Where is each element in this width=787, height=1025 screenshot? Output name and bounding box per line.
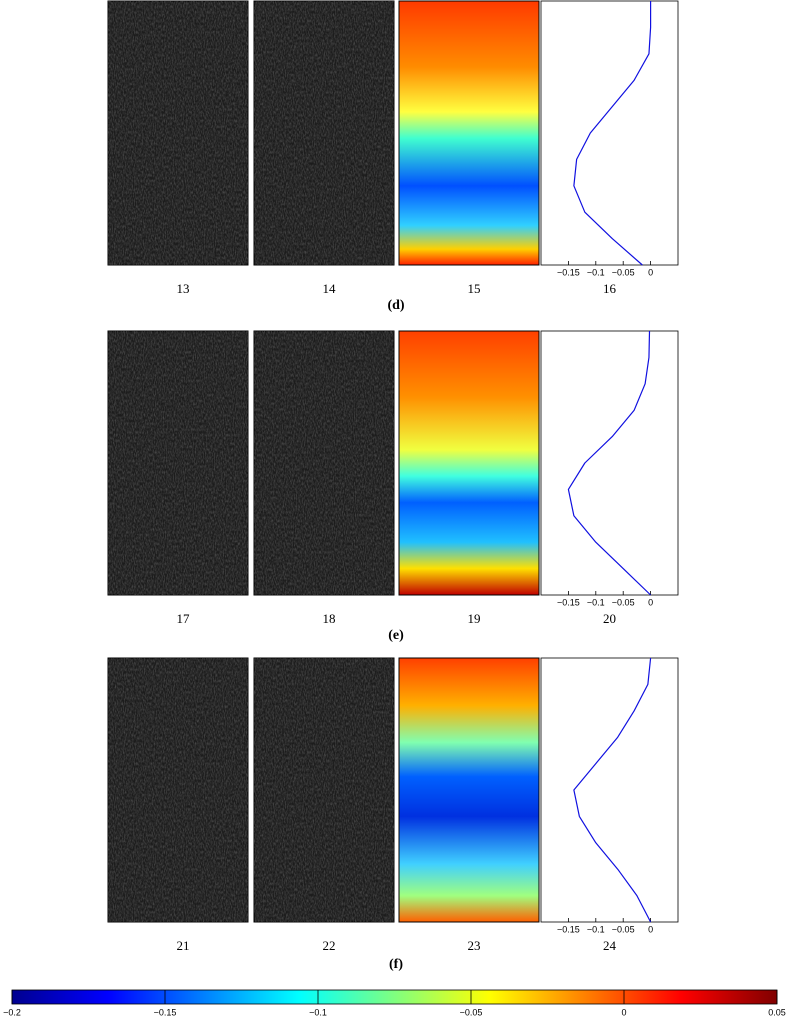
heatmap — [398, 0, 540, 266]
profile-axes — [540, 657, 679, 923]
panel-number: 19 — [468, 611, 481, 626]
row-label: (e) — [388, 628, 404, 643]
x-tick-label: −0.15 — [557, 267, 580, 277]
profile-line — [573, 1, 652, 266]
profile-line — [567, 330, 652, 596]
row-label: (d) — [387, 298, 404, 313]
panel-number: 18 — [323, 611, 336, 626]
panel-number: 22 — [323, 938, 336, 953]
panel-number: 13 — [177, 281, 190, 296]
x-tick-label: −0.15 — [557, 597, 580, 607]
colorbar-tick-label: −0.05 — [460, 1007, 483, 1017]
row-label: (f) — [389, 957, 403, 972]
panel-number: 14 — [323, 281, 337, 296]
micrograph-texture — [108, 658, 248, 922]
micrograph-texture — [254, 1, 394, 265]
x-tick-label: −0.05 — [612, 924, 635, 934]
heatmap — [398, 657, 540, 923]
x-tick-label: −0.1 — [587, 597, 605, 607]
colorbar-tick-label: 0 — [621, 1007, 626, 1017]
colorbar-tick-label: −0.2 — [3, 1007, 21, 1017]
panel-number: 20 — [603, 611, 616, 626]
x-tick-label: −0.1 — [587, 924, 605, 934]
micrograph-texture — [254, 331, 394, 595]
panel-number: 23 — [468, 938, 481, 953]
profile-axes — [540, 0, 679, 266]
panel-number: 15 — [468, 281, 481, 296]
micrograph-texture — [108, 331, 248, 595]
x-tick-label: −0.05 — [612, 597, 635, 607]
heatmap — [398, 330, 540, 596]
colorbar-tick-label: −0.1 — [309, 1007, 327, 1017]
x-tick-label: 0 — [648, 267, 653, 277]
colorbar-tick-label: 0.05 — [768, 1007, 786, 1017]
micrograph-texture — [254, 658, 394, 922]
x-tick-label: 0 — [648, 924, 653, 934]
profile-line — [573, 657, 652, 923]
micrograph-texture — [108, 1, 248, 265]
panel-number: 21 — [177, 938, 190, 953]
x-tick-label: −0.05 — [612, 267, 635, 277]
x-tick-label: 0 — [648, 597, 653, 607]
colorbar — [11, 989, 778, 1005]
x-tick-label: −0.1 — [587, 267, 605, 277]
profile-axes — [540, 330, 679, 596]
panel-number: 24 — [603, 938, 617, 953]
panel-number: 16 — [603, 281, 617, 296]
x-tick-label: −0.15 — [557, 924, 580, 934]
colorbar-tick-label: −0.15 — [154, 1007, 177, 1017]
panel-number: 17 — [177, 611, 191, 626]
